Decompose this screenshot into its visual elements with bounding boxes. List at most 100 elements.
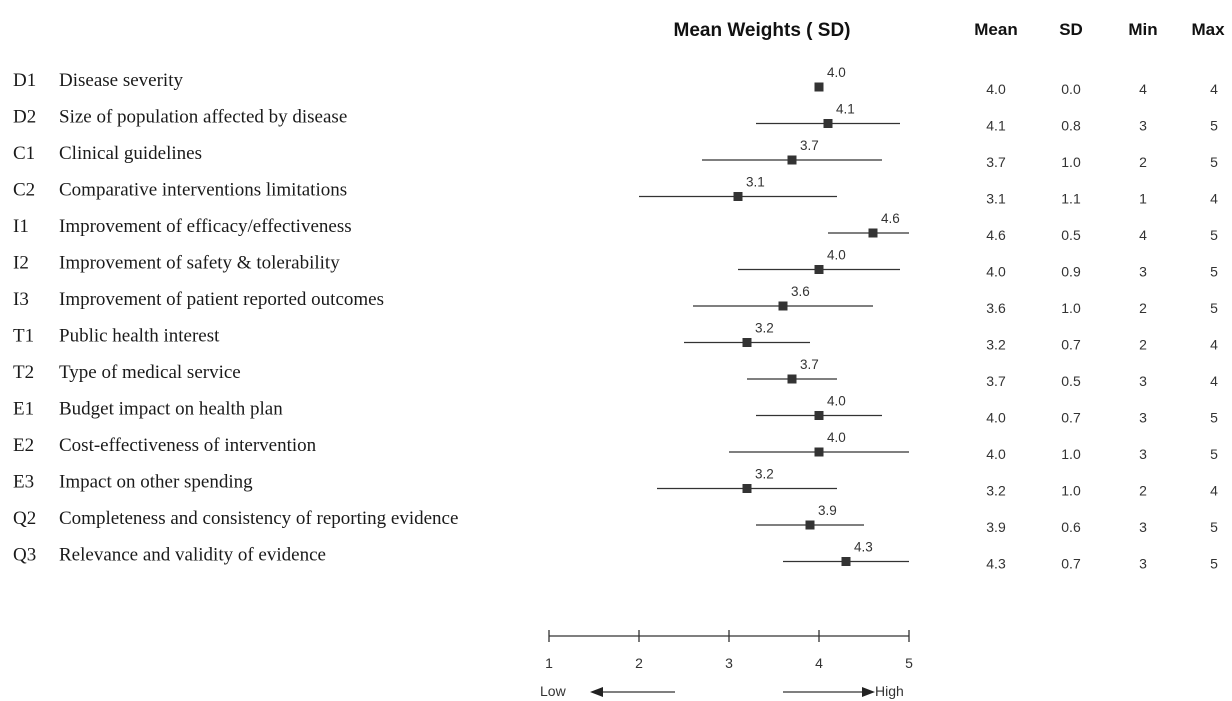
cell-min: 3 xyxy=(1139,264,1147,280)
x-tick-label: 3 xyxy=(725,655,733,671)
criterion-name: Comparative interventions limitations xyxy=(59,180,347,201)
cell-mean: 3.7 xyxy=(986,154,1006,170)
cell-max: 5 xyxy=(1210,300,1218,316)
criterion-code: E1 xyxy=(13,399,34,420)
cell-min: 4 xyxy=(1139,81,1147,97)
criterion-name: Relevance and validity of evidence xyxy=(59,545,326,566)
cell-sd: 0.5 xyxy=(1061,227,1081,243)
criterion-name: Size of population affected by disease xyxy=(59,107,347,128)
mean-data-label: 4.1 xyxy=(836,102,855,117)
criterion-name: Cost-effectiveness of intervention xyxy=(59,435,317,456)
criterion-name: Disease severity xyxy=(59,70,183,91)
cell-max: 5 xyxy=(1210,264,1218,280)
table-row: E2 Cost-effectiveness of intervention 4.0 4… xyxy=(13,430,1218,462)
mean-point xyxy=(814,265,824,274)
cell-max: 4 xyxy=(1210,373,1218,389)
table-row: I1 Improvement of efficacy/effectiveness 4… xyxy=(13,211,1218,243)
table-row: E3 Impact on other spending 3.2 3.2 1.0 2 4 xyxy=(13,467,1218,499)
cell-min: 4 xyxy=(1139,227,1147,243)
cell-min: 3 xyxy=(1139,373,1147,389)
cell-max: 5 xyxy=(1210,446,1218,462)
mean-data-label: 3.7 xyxy=(800,357,819,372)
x-tick-label: 1 xyxy=(545,655,553,671)
table-row: D1 Disease severity 4.0 4.0 0.0 4 4 xyxy=(13,65,1218,97)
mean-point xyxy=(733,192,743,201)
criterion-code: I3 xyxy=(13,289,29,310)
table-row: D2 Size of population affected by disease… xyxy=(13,102,1218,134)
table-row: I3 Improvement of patient reported outcom… xyxy=(13,284,1218,316)
criterion-code: I2 xyxy=(13,253,29,274)
low-label: Low xyxy=(540,683,567,699)
criterion-name: Improvement of patient reported outcomes xyxy=(59,289,384,310)
mean-point xyxy=(805,520,815,530)
criterion-code: E2 xyxy=(13,435,34,456)
x-tick-label: 2 xyxy=(635,655,643,671)
cell-min: 2 xyxy=(1139,483,1147,499)
cell-max: 4 xyxy=(1210,337,1218,353)
cell-min: 2 xyxy=(1139,300,1147,316)
criterion-code: E3 xyxy=(13,472,34,493)
cell-min: 1 xyxy=(1139,191,1147,207)
cell-min: 3 xyxy=(1139,556,1147,572)
cell-sd: 0.7 xyxy=(1061,337,1081,353)
cell-mean: 4.1 xyxy=(986,118,1006,134)
chart-title: Mean Weights ( SD) xyxy=(674,20,851,41)
high-label: High xyxy=(875,683,904,699)
mean-data-label: 4.0 xyxy=(827,430,846,445)
cell-mean: 3.1 xyxy=(986,191,1006,207)
mean-data-label: 4.0 xyxy=(827,65,846,80)
mean-data-label: 4.3 xyxy=(854,540,873,555)
cell-mean: 4.6 xyxy=(986,227,1006,243)
cell-mean: 3.2 xyxy=(986,483,1006,499)
cell-max: 4 xyxy=(1210,191,1218,207)
mean-point xyxy=(787,374,797,384)
right-arrow-icon xyxy=(862,687,875,697)
mean-point xyxy=(823,119,833,128)
cell-sd: 1.0 xyxy=(1061,300,1081,316)
mean-point xyxy=(742,484,752,493)
criterion-name: Improvement of efficacy/effectiveness xyxy=(59,216,352,237)
criteria-rows: D1 Disease severity 4.0 4.0 0.0 4 4 D2 Size of p… xyxy=(13,65,1218,572)
cell-max: 5 xyxy=(1210,118,1218,134)
mean-point xyxy=(814,82,824,92)
cell-min: 3 xyxy=(1139,446,1147,462)
cell-sd: 1.0 xyxy=(1061,154,1081,170)
table-row: E1 Budget impact on health plan 4.0 4.0 0.7 3… xyxy=(13,394,1218,426)
mean-data-label: 4.0 xyxy=(827,248,846,263)
cell-max: 5 xyxy=(1210,227,1218,243)
criterion-code: Q2 xyxy=(13,508,36,529)
mean-data-label: 3.9 xyxy=(818,503,837,518)
table-row: C1 Clinical guidelines 3.7 3.7 1.0 2 5 xyxy=(13,138,1218,170)
criterion-code: C1 xyxy=(13,143,35,164)
cell-sd: 0.9 xyxy=(1061,264,1081,280)
mean-data-label: 3.1 xyxy=(746,175,765,190)
cell-max: 4 xyxy=(1210,483,1218,499)
criterion-name: Completeness and consistency of reportin… xyxy=(59,508,458,529)
criterion-name: Improvement of safety & tolerability xyxy=(59,253,340,274)
cell-mean: 4.0 xyxy=(986,446,1006,462)
cell-min: 2 xyxy=(1139,154,1147,170)
cell-sd: 0.6 xyxy=(1061,519,1081,535)
cell-sd: 0.7 xyxy=(1061,556,1081,572)
cell-sd: 0.7 xyxy=(1061,410,1081,426)
criterion-name: Budget impact on health plan xyxy=(59,399,283,420)
cell-max: 4 xyxy=(1210,81,1218,97)
x-axis: 1 2 3 4 5 Low High xyxy=(540,630,913,699)
cell-mean: 3.7 xyxy=(986,373,1006,389)
cell-mean: 3.2 xyxy=(986,337,1006,353)
cell-sd: 1.1 xyxy=(1061,191,1081,207)
x-tick-label: 4 xyxy=(815,655,823,671)
cell-mean: 4.0 xyxy=(986,264,1006,280)
column-header-mean: Mean xyxy=(974,20,1017,39)
mean-data-label: 3.7 xyxy=(800,138,819,153)
mean-data-label: 3.2 xyxy=(755,467,774,482)
criterion-code: T1 xyxy=(13,326,34,347)
cell-sd: 0.5 xyxy=(1061,373,1081,389)
mean-point xyxy=(742,338,752,347)
criterion-code: T2 xyxy=(13,362,34,383)
cell-mean: 4.0 xyxy=(986,81,1006,97)
cell-sd: 0.0 xyxy=(1061,81,1081,97)
column-header-sd: SD xyxy=(1059,20,1083,39)
mean-point xyxy=(778,301,788,311)
